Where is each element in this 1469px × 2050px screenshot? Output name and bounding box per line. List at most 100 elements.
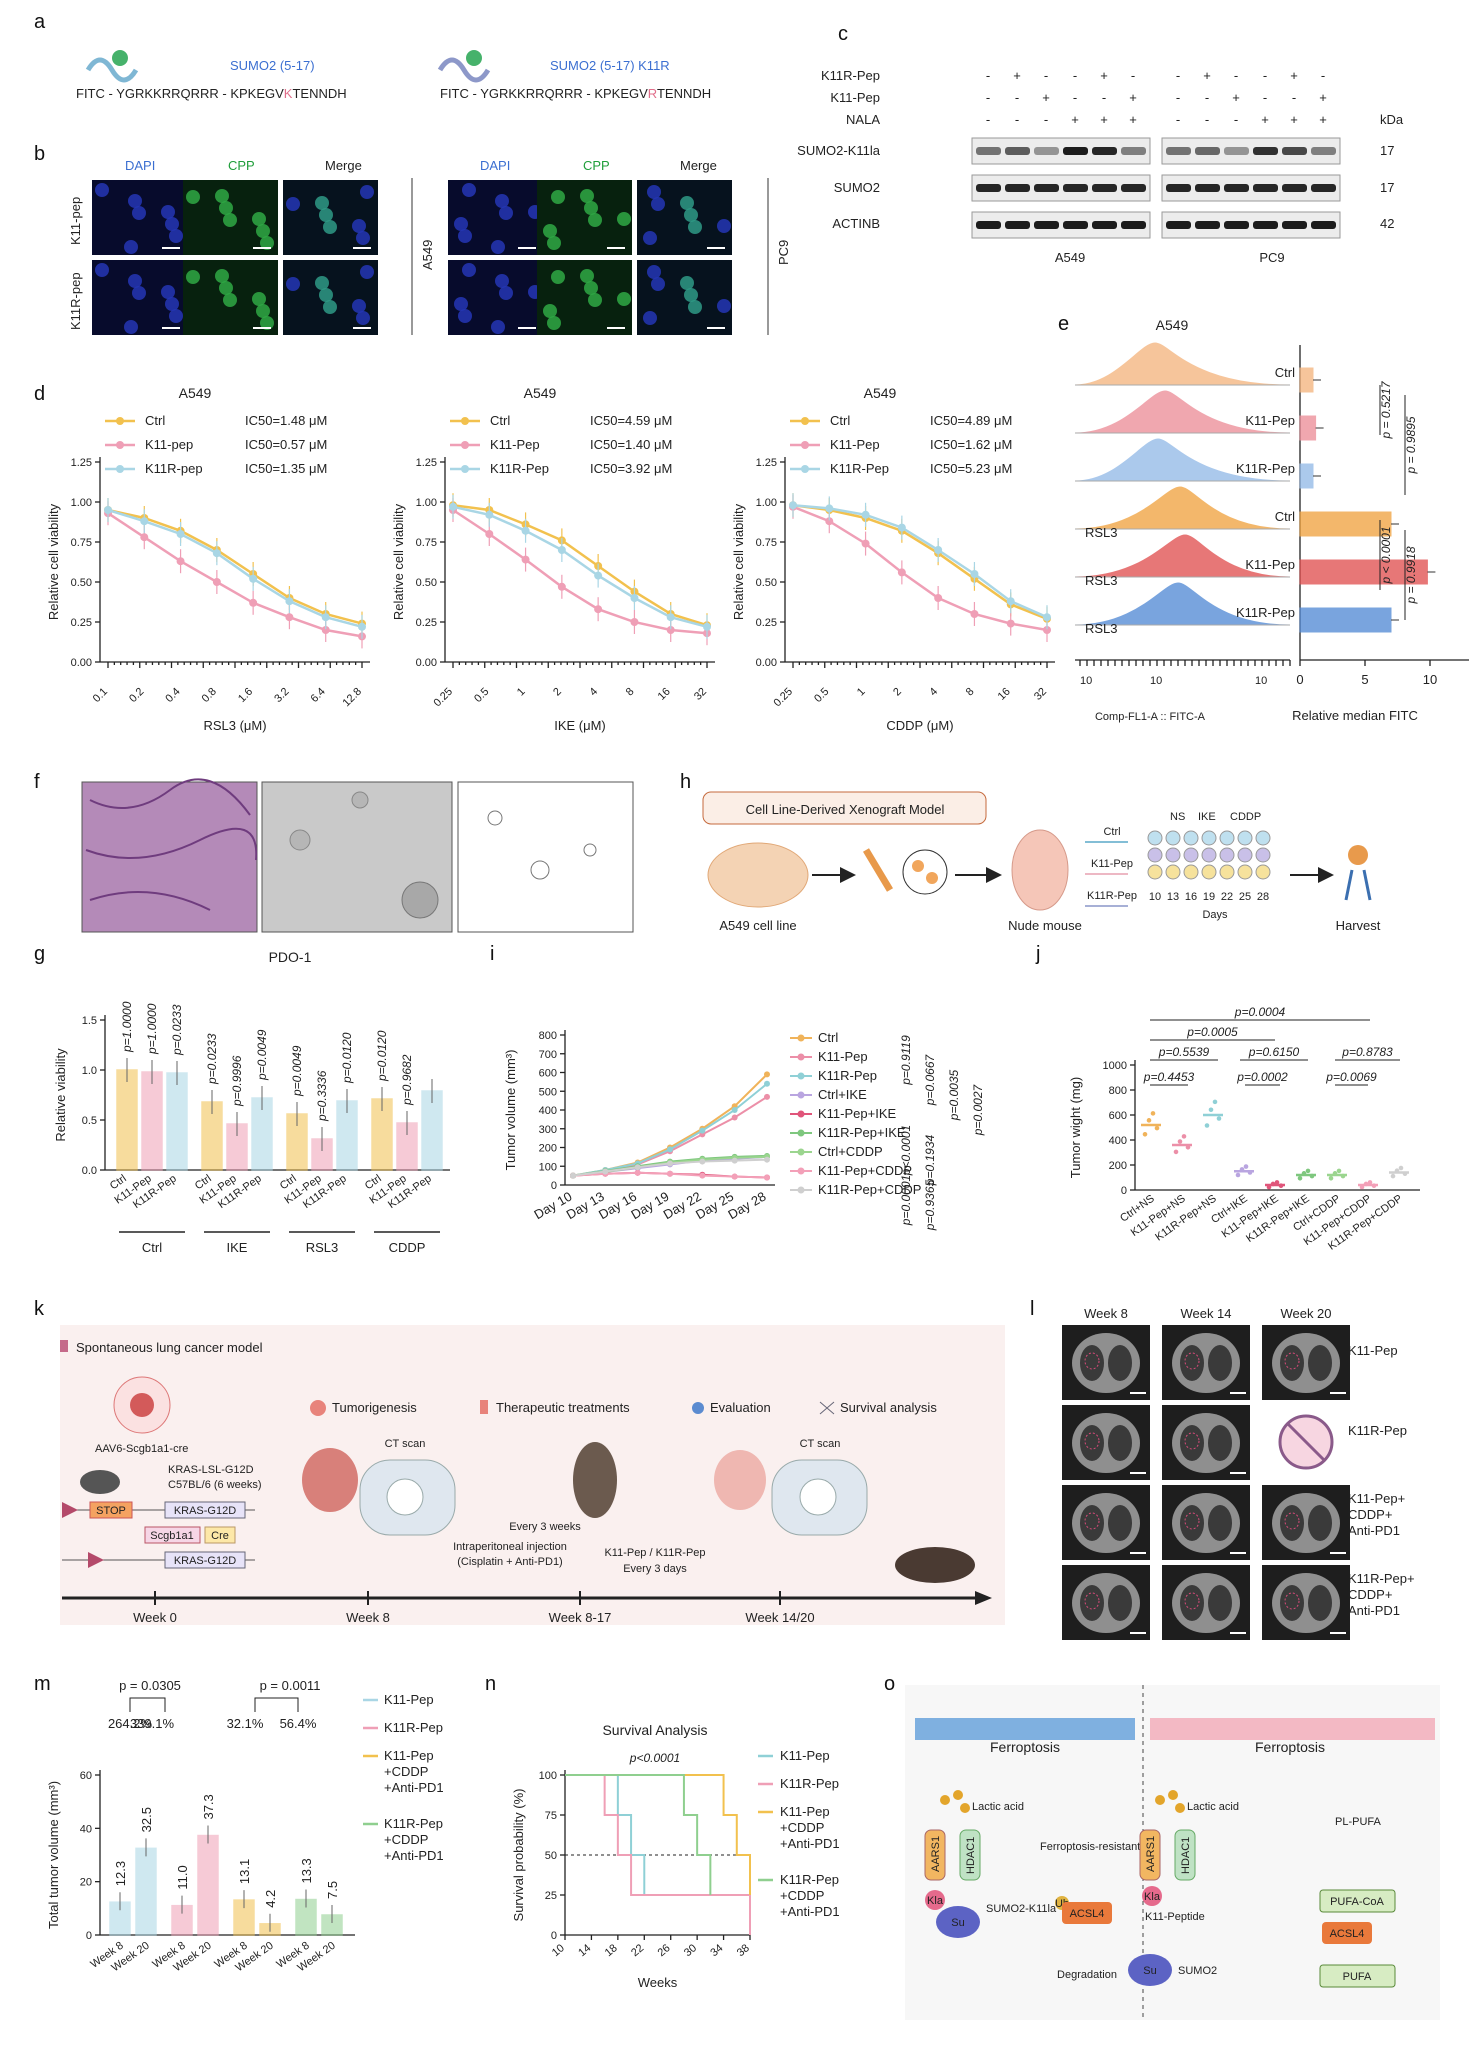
cell-nucleus xyxy=(547,236,561,250)
data-point xyxy=(764,1071,770,1078)
legend-ic50: IC50=5.23 μM xyxy=(930,461,1012,476)
header-cpp: CPP xyxy=(583,158,610,173)
x-tick-label: 30 xyxy=(682,1942,699,1959)
data-point xyxy=(1006,597,1015,606)
treatment-symbol: + xyxy=(1261,112,1269,127)
cell-nucleus xyxy=(186,190,200,204)
o-l-su: Su xyxy=(951,1917,964,1929)
panel-g: PDO-1 0.0 0.5 1.0 1.5 Relative viability Ctrl p… xyxy=(53,949,450,1255)
treatment-symbol: + xyxy=(1290,112,1298,127)
cell-nucleus xyxy=(580,269,594,283)
legend-label: K11R-Pep xyxy=(818,1068,877,1083)
x-tick-label: 6.4 xyxy=(309,686,328,705)
cell-nucleus xyxy=(124,240,138,254)
scissors-icon xyxy=(1344,869,1372,901)
timeline-week14-20: Week 14/20 xyxy=(745,1610,814,1625)
blot-band xyxy=(1166,147,1191,155)
pufa-coa-box xyxy=(1319,1889,1396,1913)
e-title: A549 xyxy=(1156,317,1189,333)
treated-mouse-icon xyxy=(573,1442,617,1518)
legend-label: +CDDP xyxy=(780,1888,824,1903)
data-point xyxy=(634,1164,641,1171)
cell-nucleus xyxy=(165,297,179,311)
y-tick-label: 800 xyxy=(1109,1085,1127,1097)
ct-lung xyxy=(1308,1345,1332,1381)
day-label: 13 xyxy=(1167,891,1179,903)
cell-nucleus xyxy=(588,213,602,227)
schedule-dot xyxy=(1147,864,1163,880)
ct-lung xyxy=(1108,1585,1132,1621)
cell-nucleus xyxy=(543,304,557,318)
panel-h: Cell Line-Derived Xenograft Model A549 c… xyxy=(702,791,1381,933)
value-label: 4.2 xyxy=(263,1890,278,1908)
schedule-dot xyxy=(1165,847,1181,863)
schedule-dot xyxy=(1237,864,1253,880)
p-value: p=0.0667 xyxy=(923,1053,937,1106)
cell-nucleus xyxy=(356,311,370,325)
legend-marker xyxy=(797,1167,805,1175)
y-tick-label: 0.25 xyxy=(416,617,437,629)
legend-label: K11-Pep xyxy=(384,1692,434,1707)
construct-scgb1a1: Scgb1a1 xyxy=(150,1530,193,1542)
treatment-step-icon xyxy=(480,1400,488,1414)
data-point xyxy=(1336,1168,1342,1174)
legend-name: Ctrl xyxy=(830,413,850,428)
panel-label-o: o xyxy=(884,1673,895,1695)
y-tick-label: 0.0 xyxy=(82,1165,97,1177)
p-value: p<0.0001 xyxy=(899,1125,913,1176)
legend-name: K11R-Pep xyxy=(490,461,549,476)
tumor-outline xyxy=(1084,1352,1100,1370)
step-treatments: Therapeutic treatments xyxy=(496,1400,630,1415)
blot-band xyxy=(1166,221,1191,229)
cell-nucleus xyxy=(499,206,513,220)
treatment-symbol: - xyxy=(1321,68,1325,83)
legend-marker xyxy=(461,417,469,425)
legend-name: Ctrl xyxy=(145,413,165,428)
p-value: p=0.0120 xyxy=(375,1030,389,1082)
curve-k11r-pep xyxy=(792,503,1048,619)
data-point xyxy=(1402,1171,1408,1176)
treatment-symbol: - xyxy=(1044,68,1048,83)
panel-label-k: k xyxy=(34,1298,45,1320)
ct-lung xyxy=(1080,1505,1104,1541)
legend-marker xyxy=(116,417,124,425)
blot-membrane xyxy=(971,174,1151,202)
y-tick-label: 75 xyxy=(545,1810,557,1822)
seq-title-2: SUMO2 (5-17) K11R xyxy=(550,58,670,73)
y-tick-label: 600 xyxy=(1109,1110,1127,1122)
row-label-k11r-pep: K11R-Pep xyxy=(821,68,880,83)
y-tick-label: 0.25 xyxy=(756,617,777,629)
panel-label-j: j xyxy=(1035,943,1040,965)
legend-label: +Anti-PD1 xyxy=(384,1780,444,1795)
cell-nucleus xyxy=(169,229,183,243)
data-point xyxy=(666,626,675,634)
o-left-title: Ferroptosis xyxy=(990,1739,1060,1755)
cell-nucleus xyxy=(256,224,270,238)
panel-o: Ferroptosis Ferroptosis Lactic acid AARS… xyxy=(905,1685,1440,2020)
cell-nucleus xyxy=(132,286,146,300)
data-point xyxy=(1332,1171,1338,1176)
ct-lung xyxy=(1208,1585,1232,1621)
treatment-symbol: + xyxy=(1013,68,1021,83)
data-point xyxy=(731,1107,738,1113)
cell-nucleus xyxy=(252,212,266,226)
y-tick-label: 0.25 xyxy=(71,617,92,629)
y-tick-label: 40 xyxy=(80,1823,92,1835)
o-l-aars1: AARS1 xyxy=(930,1836,942,1872)
data-point xyxy=(970,570,979,578)
data-point xyxy=(634,1169,641,1176)
panel-label-f: f xyxy=(34,771,40,793)
blot-band xyxy=(1195,221,1220,229)
data-point xyxy=(630,594,639,602)
y-tick-label: 0.00 xyxy=(71,657,92,669)
legend-label: K11-Pep xyxy=(384,1748,434,1763)
panel-f xyxy=(81,778,634,933)
ct-lung xyxy=(1280,1585,1304,1621)
cell-nucleus xyxy=(260,316,274,330)
header-dapi: DAPI xyxy=(125,158,155,173)
x-tick-label: 16 xyxy=(996,686,1013,703)
x-tick-label: 0.8 xyxy=(200,686,219,705)
y-tick-label: 700 xyxy=(539,1049,557,1061)
schedule-dot xyxy=(1201,830,1217,846)
